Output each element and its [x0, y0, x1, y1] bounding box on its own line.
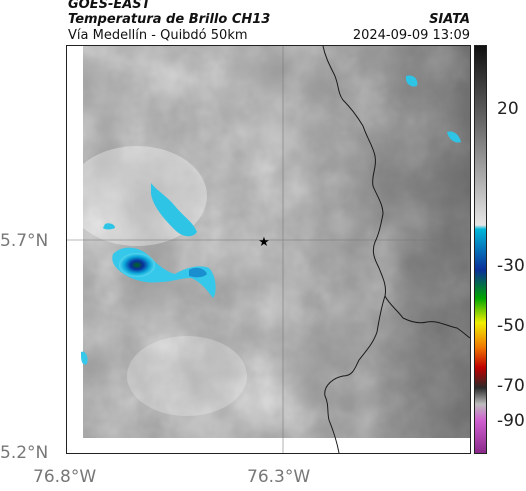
colorbar-tick-minus30: -30 — [497, 256, 525, 276]
colorbar-tick-minus50: -50 — [497, 316, 525, 336]
boundary-lines — [322, 46, 470, 453]
star-marker-icon: ★ — [258, 235, 270, 250]
map-canvas: ★ — [67, 46, 470, 453]
lat-label-5-7: 5.7°N — [0, 231, 49, 251]
temperature-colorbar — [474, 45, 487, 454]
brightness-temperature-field — [67, 46, 470, 438]
title-product: Temperatura de Brillo CH13 — [68, 12, 271, 27]
graticule — [67, 46, 470, 453]
colorbar-tick-20: 20 — [497, 99, 519, 119]
title-goes-east: GOES-EAST — [68, 0, 151, 12]
colorbar-tick-minus70: -70 — [497, 376, 525, 396]
satellite-map[interactable]: ★ — [66, 45, 471, 454]
colorbar-tick-minus90: -90 — [497, 411, 525, 431]
subtitle-region: Vía Medellín - Quibdó 50km — [68, 28, 248, 43]
lat-label-5-2: 5.2°N — [0, 443, 49, 463]
agency-label: SIATA — [429, 12, 470, 27]
lon-label-76-3: 76.3°W — [247, 467, 311, 487]
timestamp: 2024-09-09 13:09 — [352, 28, 470, 43]
lon-label-76-8: 76.8°W — [33, 467, 97, 487]
cold-cloud-tops — [81, 75, 461, 365]
